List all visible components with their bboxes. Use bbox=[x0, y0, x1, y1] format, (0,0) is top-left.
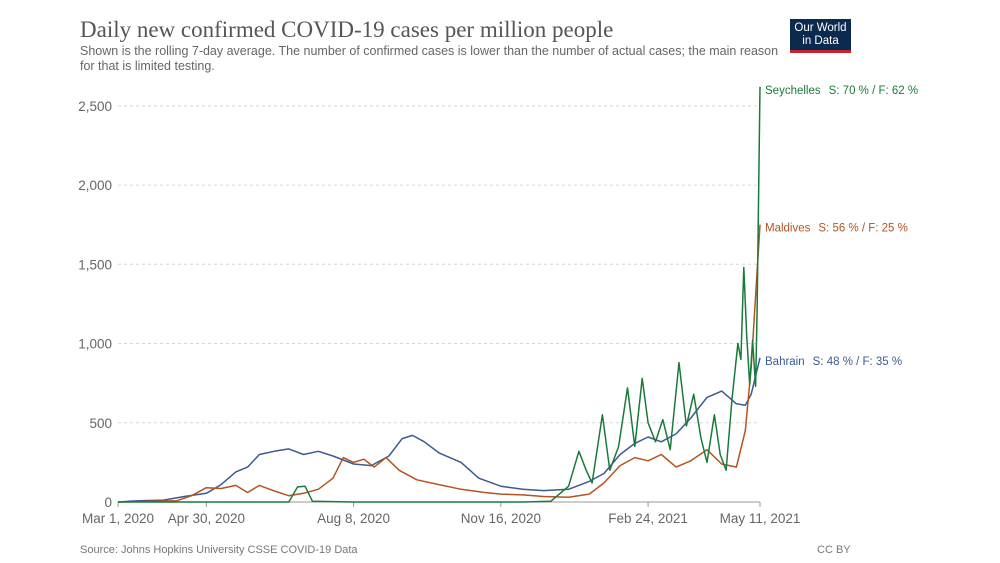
y-tick-label: 2,000 bbox=[78, 178, 112, 193]
x-tick-label: May 11, 2021 bbox=[720, 511, 801, 526]
x-tick-label: Feb 24, 2021 bbox=[608, 511, 688, 526]
source-note: Source: Johns Hopkins University CSSE CO… bbox=[80, 544, 358, 556]
y-tick-label: 2,500 bbox=[78, 99, 112, 114]
series-label-seychelles[interactable]: Seychelles S: 70 % / F: 62 % bbox=[765, 85, 918, 97]
owid-logo[interactable]: Our World in Data bbox=[790, 19, 851, 53]
series-line-bahrain[interactable] bbox=[117, 357, 761, 503]
y-axis: 0 500 1,000 1,500 2,000 2,500 bbox=[78, 99, 112, 510]
x-axis: Mar 1, 2020 Apr 30, 2020 Aug 8, 2020 Nov 16… bbox=[82, 501, 801, 526]
series-line-seychelles[interactable] bbox=[118, 86, 761, 503]
x-tick-label: Apr 30, 2020 bbox=[168, 511, 245, 526]
chart-title: Daily new confirmed COVID-19 cases per m… bbox=[80, 17, 614, 42]
logo-line-1: Our World bbox=[794, 22, 847, 34]
y-tick-label: 500 bbox=[89, 416, 112, 431]
y-tick-label: 0 bbox=[104, 495, 112, 510]
x-tick-label: Nov 16, 2020 bbox=[461, 511, 541, 526]
series-labels: Bahrain S: 48 % / F: 35 % Maldives S: 56 % … bbox=[765, 85, 918, 368]
series-lines bbox=[117, 86, 761, 503]
y-tick-label: 1,000 bbox=[78, 337, 112, 352]
series-label-bahrain[interactable]: Bahrain S: 48 % / F: 35 % bbox=[765, 356, 902, 368]
logo-line-2: in Data bbox=[802, 35, 839, 47]
series-label-maldives[interactable]: Maldives S: 56 % / F: 25 % bbox=[765, 223, 908, 235]
chart-subtitle: Shown is the rolling 7-day average. The … bbox=[80, 44, 779, 73]
x-tick-label: Aug 8, 2020 bbox=[317, 511, 390, 526]
license-label[interactable]: CC BY bbox=[817, 544, 851, 556]
grid-lines bbox=[118, 105, 760, 424]
series-line-maldives[interactable] bbox=[117, 224, 761, 503]
x-tick-label: Mar 1, 2020 bbox=[82, 511, 154, 526]
y-tick-label: 1,500 bbox=[78, 257, 112, 272]
